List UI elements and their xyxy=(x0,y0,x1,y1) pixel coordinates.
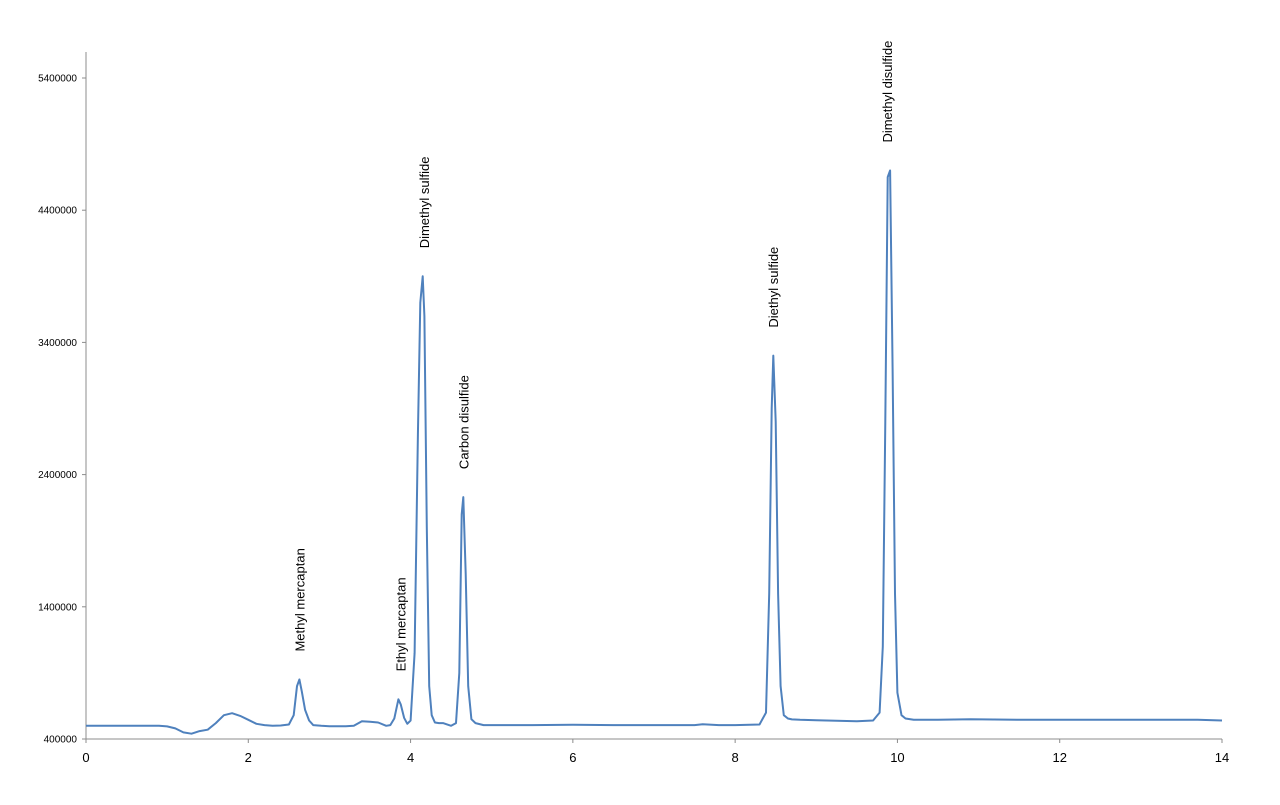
x-axis-ticks: 0 2 4 6 8 10 12 14 xyxy=(82,739,1229,765)
peak-label: Ethyl mercaptan xyxy=(393,577,408,671)
y-tick-label: 400000 xyxy=(44,735,78,746)
y-tick-label: 2400000 xyxy=(38,470,77,481)
peak-label: Methyl mercaptan xyxy=(293,548,308,651)
peak-label: Diethyl sulfide xyxy=(766,247,781,328)
y-tick-label: 4400000 xyxy=(38,206,77,217)
peak-label: Carbon disulfide xyxy=(457,375,472,469)
y-tick-label: 3400000 xyxy=(38,338,77,349)
x-tick-label: 0 xyxy=(82,750,89,765)
x-tick-label: 4 xyxy=(407,750,414,765)
series-line xyxy=(86,169,1223,735)
y-axis-ticks: 400000 1400000 2400000 3400000 4400000 540000… xyxy=(38,74,86,746)
x-tick-label: 2 xyxy=(245,750,252,765)
x-tick-label: 8 xyxy=(732,750,739,765)
x-tick-label: 12 xyxy=(1052,750,1066,765)
peak-annotations: Methyl mercaptan Ethyl mercaptan Dimethyl … xyxy=(293,41,895,672)
x-tick-label: 10 xyxy=(890,750,904,765)
peak-label: Dimethyl sulfide xyxy=(417,157,432,249)
y-tick-label: 1400000 xyxy=(38,602,77,613)
axes xyxy=(85,52,1222,740)
y-tick-label: 5400000 xyxy=(38,74,77,85)
x-tick-label: 6 xyxy=(569,750,576,765)
series-group xyxy=(86,169,1223,735)
x-tick-label: 14 xyxy=(1215,750,1229,765)
peak-label: Dimethyl disulfide xyxy=(880,41,895,143)
